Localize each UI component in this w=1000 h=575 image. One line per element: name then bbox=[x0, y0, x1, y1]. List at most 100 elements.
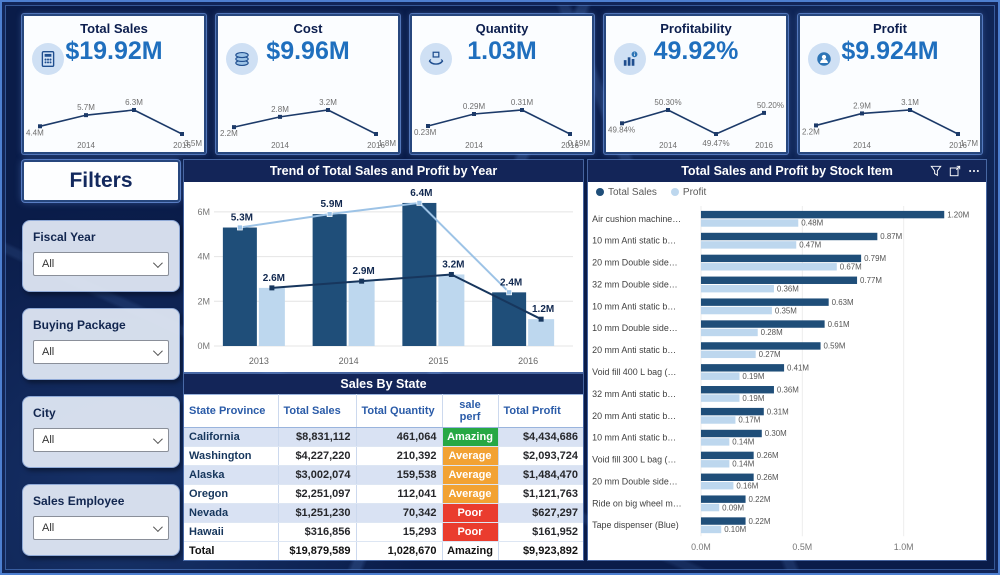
svg-text:32 mm Double side…: 32 mm Double side… bbox=[592, 279, 678, 289]
cell-total-profit: $1,121,763 bbox=[498, 484, 583, 504]
kpi-title: Total Sales bbox=[80, 21, 148, 36]
col-header-state-province: State Province bbox=[184, 394, 279, 428]
svg-text:0.87M: 0.87M bbox=[880, 232, 902, 241]
legend-item-total-sales[interactable]: Total Sales bbox=[596, 187, 657, 198]
svg-text:3.2M: 3.2M bbox=[319, 98, 337, 107]
svg-text:0.09M: 0.09M bbox=[722, 503, 744, 512]
cell-total-quantity: 112,041 bbox=[356, 484, 443, 504]
table-row-california[interactable]: California $8,831,112 461,064 Amazing $4,434… bbox=[184, 427, 583, 447]
kpi-value: $9.924M bbox=[841, 37, 939, 65]
svg-text:2.9M: 2.9M bbox=[353, 266, 375, 277]
svg-text:20 mm Anti static b…: 20 mm Anti static b… bbox=[592, 345, 676, 355]
svg-text:5.7M: 5.7M bbox=[77, 103, 95, 112]
filter-label: Buying Package bbox=[33, 318, 126, 332]
trend-chart-panel: Trend of Total Sales and Profit by Year … bbox=[184, 160, 583, 372]
svg-text:6M: 6M bbox=[197, 207, 210, 217]
cell-total-sales: $316,856 bbox=[278, 522, 357, 542]
stock-chart-header: Total Sales and Profit by Stock Item bbox=[588, 160, 986, 182]
cell-sale-perf: Average bbox=[442, 446, 499, 466]
hand-box-icon bbox=[420, 43, 452, 75]
svg-text:0.63M: 0.63M bbox=[832, 298, 854, 307]
svg-text:2.4M: 2.4M bbox=[500, 277, 522, 288]
stock-chart-legend: Total Sales Profit bbox=[588, 182, 986, 202]
svg-text:0.36M: 0.36M bbox=[777, 385, 799, 394]
visual-header-icons bbox=[930, 160, 980, 182]
svg-text:0.47M: 0.47M bbox=[799, 241, 821, 250]
cell-total-quantity: 461,064 bbox=[356, 427, 443, 447]
svg-text:2.6M: 2.6M bbox=[263, 273, 285, 284]
more-options-icon[interactable] bbox=[968, 165, 980, 177]
svg-text:10 mm Anti static b…: 10 mm Anti static b… bbox=[592, 236, 676, 246]
cell-state: Hawaii bbox=[184, 522, 279, 542]
cell-total-sales: $4,227,220 bbox=[278, 446, 357, 466]
svg-text:2016: 2016 bbox=[518, 356, 538, 366]
svg-text:1.20M: 1.20M bbox=[947, 210, 969, 219]
cell-total-profit: $161,952 bbox=[498, 522, 583, 542]
table-row-nevada[interactable]: Nevada $1,251,230 70,342 Poor $627,297 bbox=[184, 503, 583, 523]
table-row-total: Total $19,879,589 1,028,670 Amazing $9,923,8… bbox=[184, 541, 583, 560]
filter-dropdown-fiscal-year[interactable]: All bbox=[33, 252, 169, 276]
svg-text:3.5M: 3.5M bbox=[184, 139, 202, 148]
kpi-sparkline: 4.4M 5.7M 6.3M 3.5M 2014 2016 bbox=[26, 98, 202, 150]
cell-total-sales: $19,879,589 bbox=[278, 541, 357, 560]
filter-label: City bbox=[33, 406, 56, 420]
kpi-card-cost: Cost $9.96M 2.2M 2.8M 3.2M 1.8M 2014 2016 bbox=[216, 14, 400, 154]
table-row-alaska[interactable]: Alaska $3,002,074 159,538 Average $1,484,470 bbox=[184, 465, 583, 485]
filter-dropdown-city[interactable]: All bbox=[33, 428, 169, 452]
svg-text:0.36M: 0.36M bbox=[777, 284, 799, 293]
svg-text:0.31M: 0.31M bbox=[511, 98, 534, 107]
legend-label: Total Sales bbox=[608, 186, 657, 198]
col-header-sale-perf: sale perf bbox=[442, 394, 499, 428]
svg-text:20 mm Double side…: 20 mm Double side… bbox=[592, 258, 678, 268]
filter-sales-employee: Sales Employee All bbox=[22, 484, 180, 556]
svg-text:0.26M: 0.26M bbox=[757, 473, 779, 482]
svg-text:Tape dispenser (Blue): Tape dispenser (Blue) bbox=[592, 520, 679, 530]
table-row-hawaii[interactable]: Hawaii $316,856 15,293 Poor $161,952 bbox=[184, 522, 583, 542]
filters-title-box: Filters bbox=[22, 160, 180, 202]
svg-text:10 mm Anti static b…: 10 mm Anti static b… bbox=[592, 433, 676, 443]
svg-text:20 mm Double side…: 20 mm Double side… bbox=[592, 476, 678, 486]
svg-text:Air cushion machine…: Air cushion machine… bbox=[592, 214, 681, 224]
kpi-card-quantity: Quantity 1.03M 0.23M 0.29M 0.31M 0.19M 2014 201… bbox=[410, 14, 594, 154]
svg-text:0.29M: 0.29M bbox=[463, 102, 486, 111]
table-row-oregon[interactable]: Oregon $2,251,097 112,041 Average $1,121,763 bbox=[184, 484, 583, 504]
cell-total-sales: $1,251,230 bbox=[278, 503, 357, 523]
sales-by-state-panel: Sales By State State Province Total Sales… bbox=[184, 374, 583, 560]
filter-icon[interactable] bbox=[930, 165, 942, 177]
cell-total-quantity: 15,293 bbox=[356, 522, 443, 542]
svg-text:0.22M: 0.22M bbox=[749, 495, 771, 504]
cell-sale-perf: Poor bbox=[442, 522, 499, 542]
svg-text:49.47%: 49.47% bbox=[702, 139, 729, 148]
trend-chart-header: Trend of Total Sales and Profit by Year bbox=[184, 160, 583, 182]
focus-mode-icon[interactable] bbox=[949, 165, 961, 177]
svg-text:2016: 2016 bbox=[367, 141, 385, 150]
svg-text:2015: 2015 bbox=[428, 356, 448, 366]
svg-text:0.23M: 0.23M bbox=[414, 128, 437, 137]
kpi-title: Profit bbox=[873, 21, 907, 36]
svg-text:2.2M: 2.2M bbox=[802, 127, 820, 136]
sales-table-header: Sales By State bbox=[184, 374, 583, 394]
svg-text:2.9M: 2.9M bbox=[853, 101, 871, 110]
filter-city: City All bbox=[22, 396, 180, 468]
filter-buying-package: Buying Package All bbox=[22, 308, 180, 380]
trend-combo-chart[interactable]: 0M 2M 4M 6M 2013 2014 2015 2016 5.3M 5.9M 6.4M 2.4M… bbox=[184, 182, 583, 372]
legend-item-profit[interactable]: Profit bbox=[670, 187, 706, 198]
cell-total-profit: $4,434,686 bbox=[498, 427, 583, 447]
sales-table-title: Sales By State bbox=[340, 377, 427, 391]
svg-text:3.2M: 3.2M bbox=[442, 259, 464, 270]
svg-text:2014: 2014 bbox=[853, 141, 871, 150]
filter-dropdown-sales-employee[interactable]: All bbox=[33, 516, 169, 540]
table-row-washington[interactable]: Washington $4,227,220 210,392 Average $2,093… bbox=[184, 446, 583, 466]
kpi-title: Quantity bbox=[475, 21, 529, 36]
cell-total-quantity: 210,392 bbox=[356, 446, 443, 466]
svg-text:0.22M: 0.22M bbox=[749, 517, 771, 526]
svg-text:0.41M: 0.41M bbox=[787, 364, 809, 373]
svg-text:50.20%: 50.20% bbox=[757, 101, 784, 110]
filter-dropdown-buying-package[interactable]: All bbox=[33, 340, 169, 364]
svg-text:2013: 2013 bbox=[249, 356, 269, 366]
filter-fiscal-year: Fiscal Year All bbox=[22, 220, 180, 292]
cell-total-quantity: 1,028,670 bbox=[356, 541, 443, 560]
svg-text:i: i bbox=[634, 52, 635, 58]
stock-item-bar-chart[interactable]: 0.0M 0.5M 1.0M Air cushion machine… 1.20M 0.4… bbox=[588, 202, 986, 560]
svg-text:2.2M: 2.2M bbox=[220, 129, 238, 138]
